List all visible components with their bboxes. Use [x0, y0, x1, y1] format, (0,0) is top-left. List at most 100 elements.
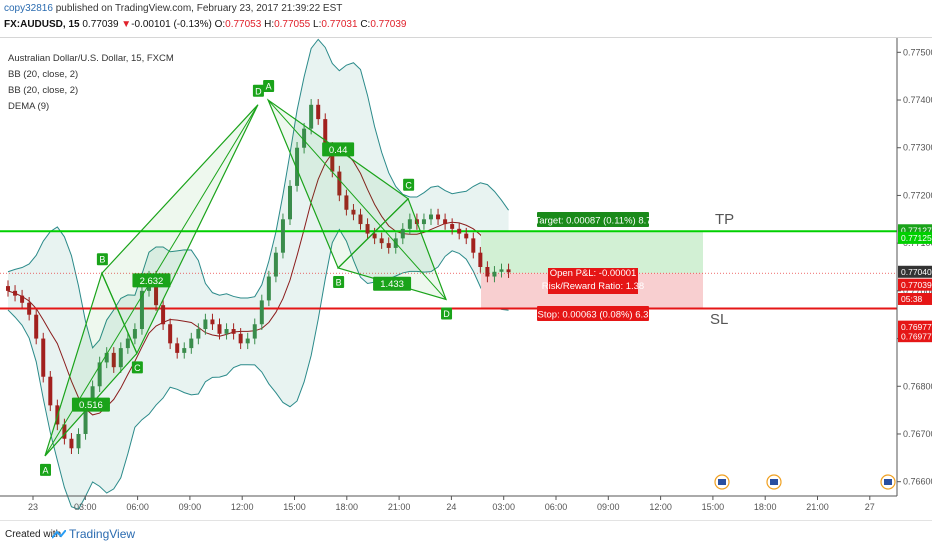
created-with-text: Created with	[5, 529, 62, 540]
ratio-badge[interactable]	[373, 276, 412, 291]
candle-body	[104, 352, 109, 363]
target-label: Target: 0.00087 (0.11%) 8.7	[534, 216, 651, 227]
pattern-point-label: C	[134, 363, 141, 373]
time-tick-label: 18:00	[336, 502, 359, 512]
pattern-1-triangle-2	[101, 104, 259, 355]
flag-icon	[718, 479, 726, 485]
candle-body	[20, 295, 25, 303]
axis-price-label: 0.76977	[901, 331, 932, 341]
pattern-point-marker[interactable]	[131, 361, 143, 374]
axis-price-badge[interactable]	[898, 292, 932, 305]
tradingview-link[interactable]: TradingView	[52, 527, 135, 541]
legend-bb-2[interactable]: BB (20, close, 2)	[8, 85, 79, 96]
high-label: H:	[264, 19, 275, 30]
candle-body	[288, 185, 292, 220]
open-pl-label: Open P&L: -0.00001	[550, 268, 637, 279]
axis-price-label: 0.77125	[901, 233, 932, 243]
candle-body	[273, 252, 278, 277]
pattern-point-label: B	[336, 277, 342, 287]
candle-body	[13, 290, 18, 296]
pattern-point-marker[interactable]	[96, 253, 108, 266]
axis-price-badge[interactable]	[898, 265, 932, 278]
candle-body	[365, 224, 370, 234]
candle-body	[210, 319, 215, 325]
time-tick-label: 09:00	[179, 502, 202, 512]
candle-body	[196, 329, 201, 339]
pattern-point-marker[interactable]	[403, 178, 415, 191]
candle-body	[48, 376, 53, 406]
open-pl-box[interactable]	[548, 268, 638, 294]
candle-body	[6, 286, 10, 291]
time-tick-label: 06:00	[126, 502, 149, 512]
publish-text: published on TradingView.com, February 2…	[52, 3, 343, 14]
candle-body	[386, 243, 391, 248]
target-zone[interactable]	[481, 231, 703, 274]
pattern-point-label: B	[99, 255, 105, 265]
candle-body	[83, 405, 88, 434]
legend: Australian Dollar/U.S. Dollar, 15, FXCM …	[8, 51, 174, 115]
candle-body	[280, 219, 285, 253]
candle-body	[189, 338, 194, 349]
axis-price-badge[interactable]	[898, 320, 932, 333]
pattern-point-label: D	[443, 309, 450, 319]
candle-body	[330, 147, 335, 172]
candle-body	[217, 324, 222, 334]
down-arrow-icon: ▼	[121, 19, 132, 30]
pattern-point-marker[interactable]	[441, 307, 453, 320]
legend-title: Australian Dollar/U.S. Dollar, 15, FXCM	[8, 53, 174, 64]
pattern-point-label: D	[255, 86, 262, 96]
candle-body	[175, 343, 180, 353]
candle-body	[372, 233, 377, 239]
candle-body	[450, 224, 455, 229]
time-tick-label: 24	[446, 502, 456, 512]
low-label: L:	[313, 19, 322, 30]
candle-body	[316, 104, 321, 120]
candle-body	[182, 348, 187, 353]
candle-body	[407, 219, 412, 229]
time-tick-label: 12:00	[231, 502, 254, 512]
candle-body	[471, 238, 476, 253]
legend-bb-1[interactable]: BB (20, close, 2)	[8, 69, 79, 80]
stop-label: Stop: 0.00063 (0.08%) 6.3	[538, 310, 649, 321]
time-tick-label: 21:00	[806, 502, 829, 512]
stop-label-badge[interactable]	[537, 306, 649, 321]
candle-body	[457, 228, 462, 234]
time-tick-label: 03:00	[74, 502, 97, 512]
axis-price-badge[interactable]	[898, 278, 932, 291]
low-value: 0.77031	[321, 19, 358, 30]
time-tick-label: 12:00	[649, 502, 672, 512]
pattern-point-marker[interactable]	[40, 463, 51, 476]
pattern-2-diagonal	[267, 99, 447, 300]
pattern-point-marker[interactable]	[333, 275, 345, 288]
candle-body	[464, 233, 469, 239]
tp-annotation: TP	[715, 211, 734, 228]
candle-body	[266, 276, 271, 301]
axis-price-badge[interactable]	[898, 231, 932, 244]
candle-body	[245, 338, 250, 344]
candle-body	[41, 338, 46, 377]
candle-body	[76, 433, 81, 449]
candle-body	[111, 352, 116, 368]
pattern-point-marker[interactable]	[252, 84, 264, 97]
axis-price-label: 0.77039	[901, 280, 932, 290]
target-label-badge[interactable]	[537, 212, 649, 227]
axis-price-badge[interactable]	[898, 330, 932, 343]
axis-price-label: 0.77040	[901, 267, 932, 277]
legend-dema[interactable]: DEMA (9)	[8, 101, 50, 112]
sl-annotation: SL	[710, 311, 728, 328]
price-tick-label: 0.76600	[903, 477, 932, 487]
ratio-badge[interactable]	[132, 273, 171, 288]
open-value: 0.77053	[225, 19, 262, 30]
author-link[interactable]: copy32816	[4, 3, 53, 14]
ratio-badge[interactable]	[71, 397, 110, 412]
ratio-badge[interactable]	[322, 142, 355, 157]
candle-body	[344, 195, 349, 210]
time-tick-label: 18:00	[754, 502, 777, 512]
symbol-label: FX:AUDUSD, 15	[4, 19, 80, 30]
pattern-point-marker[interactable]	[263, 80, 275, 93]
